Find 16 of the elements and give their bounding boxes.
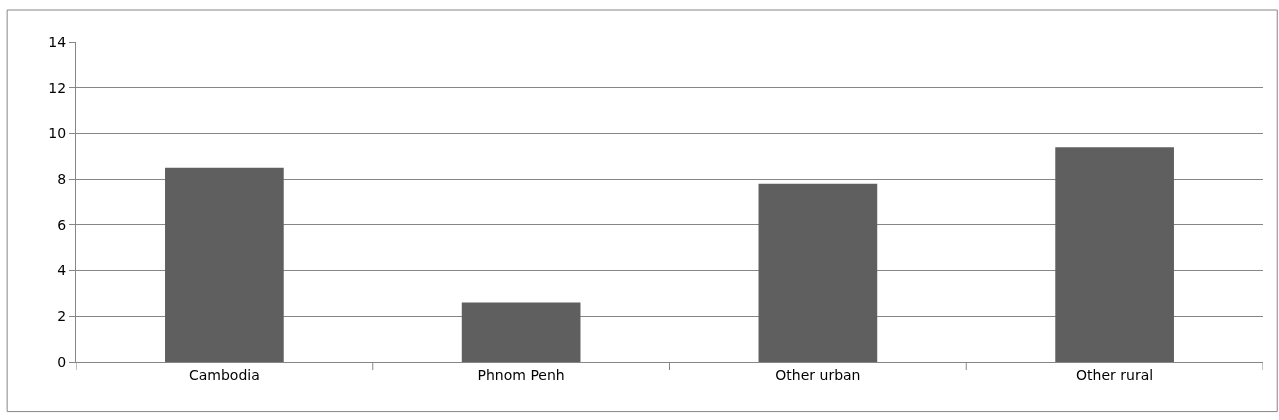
y-tick-label: 12 [48,79,67,96]
y-tick-label: 6 [57,216,67,233]
y-tick-label: 4 [57,262,67,279]
bar [461,302,581,362]
x-tick-label: Other urban [775,366,861,383]
x-tick-label: Cambodia [188,366,260,383]
bar [758,183,878,362]
x-tick-label: Other rural [1076,366,1154,383]
bar [1055,147,1174,362]
y-tick-label: 2 [57,308,67,325]
y-tick-label: 14 [48,33,67,50]
x-tick-label: Phnom Penh [477,366,565,383]
y-tick-label: 0 [57,353,67,370]
y-tick-label: 10 [48,125,67,142]
y-tick-label: 8 [57,171,67,188]
bar [165,167,284,362]
